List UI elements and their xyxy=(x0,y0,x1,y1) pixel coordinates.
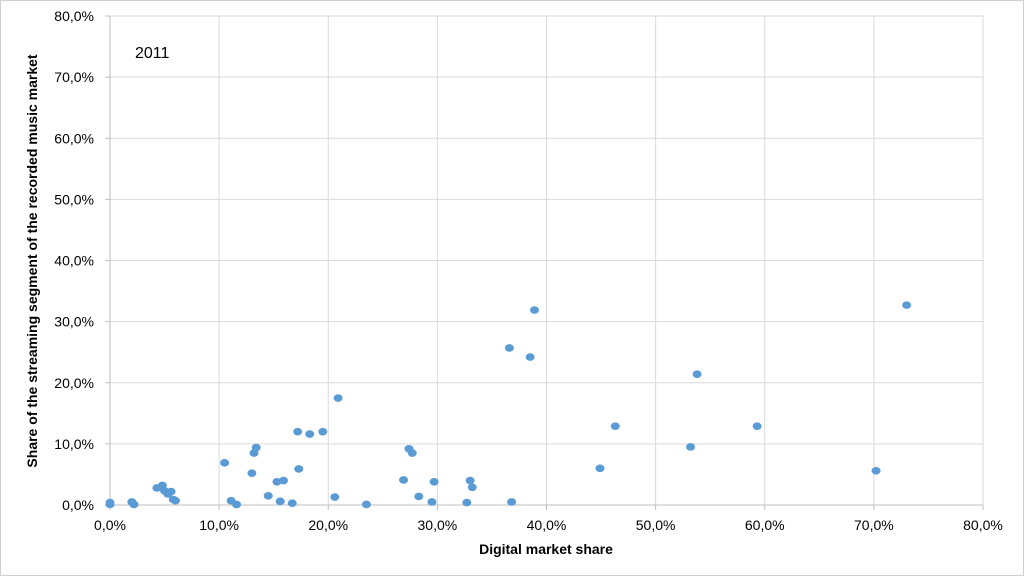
x-tick-label: 60,0% xyxy=(745,517,785,533)
x-tick-label: 80,0% xyxy=(963,517,1003,533)
axes xyxy=(105,15,984,510)
y-tick-label: 60,0% xyxy=(54,130,94,146)
data-point xyxy=(129,500,139,509)
data-point xyxy=(871,466,881,475)
data-point xyxy=(427,498,437,506)
data-point xyxy=(465,476,475,485)
x-tick-label: 70,0% xyxy=(854,517,894,533)
data-point xyxy=(686,443,696,451)
data-point xyxy=(692,370,702,378)
data-point xyxy=(105,500,115,509)
data-point xyxy=(529,306,539,314)
data-point xyxy=(610,422,620,430)
data-point xyxy=(251,443,261,452)
y-tick-label: 30,0% xyxy=(54,314,94,330)
data-point xyxy=(752,422,762,430)
data-point xyxy=(170,496,180,505)
gridlines xyxy=(110,15,984,505)
data-point xyxy=(330,493,340,501)
data-point xyxy=(279,476,289,485)
data-point xyxy=(525,353,535,361)
data-point xyxy=(275,497,285,506)
y-tick-labels: 0,0% 10,0% 20,0% 30,0% 40,0% 50,0% 60,0% 70,0% 8… xyxy=(54,8,94,513)
x-tick-label: 30,0% xyxy=(418,517,458,533)
y-tick-label: 20,0% xyxy=(54,375,94,391)
data-point xyxy=(414,492,424,501)
data-point xyxy=(407,449,417,457)
x-tick-label: 20,0% xyxy=(308,517,348,533)
data-point xyxy=(399,476,409,484)
y-tick-label: 0,0% xyxy=(62,497,94,513)
x-axis-title: Digital market share xyxy=(479,541,613,557)
data-point xyxy=(232,500,242,509)
data-point xyxy=(361,500,371,509)
data-point xyxy=(247,469,257,478)
y-tick-label: 10,0% xyxy=(54,436,94,452)
y-tick-label: 50,0% xyxy=(54,191,94,207)
x-tick-label: 0,0% xyxy=(94,517,126,533)
x-tick-label: 50,0% xyxy=(636,517,676,533)
data-point xyxy=(333,394,343,402)
data-point xyxy=(220,459,230,467)
data-point xyxy=(507,498,517,506)
data-point xyxy=(429,477,439,486)
data-point xyxy=(263,492,273,500)
data-point xyxy=(467,483,477,492)
data-point xyxy=(595,464,605,473)
y-tick-label: 80,0% xyxy=(54,8,94,24)
data-point xyxy=(902,301,912,309)
data-point xyxy=(294,465,304,473)
x-tick-labels: 0,0% 10,0% 20,0% 30,0% 40,0% 50,0% 60,0% 70,0% 8… xyxy=(94,517,1003,533)
data-point xyxy=(504,344,514,352)
x-tick-label: 10,0% xyxy=(199,517,239,533)
data-points xyxy=(105,301,912,509)
x-tick-label: 40,0% xyxy=(527,517,567,533)
y-tick-label: 40,0% xyxy=(54,253,94,269)
data-point xyxy=(166,487,176,496)
year-annotation: 2011 xyxy=(135,45,170,62)
data-point xyxy=(287,499,297,507)
data-point xyxy=(293,427,303,436)
data-point xyxy=(462,498,472,507)
data-point xyxy=(318,427,328,436)
y-tick-label: 70,0% xyxy=(54,69,94,85)
y-axis-title: Share of the streaming segment of the re… xyxy=(24,54,40,467)
data-point xyxy=(305,430,315,438)
